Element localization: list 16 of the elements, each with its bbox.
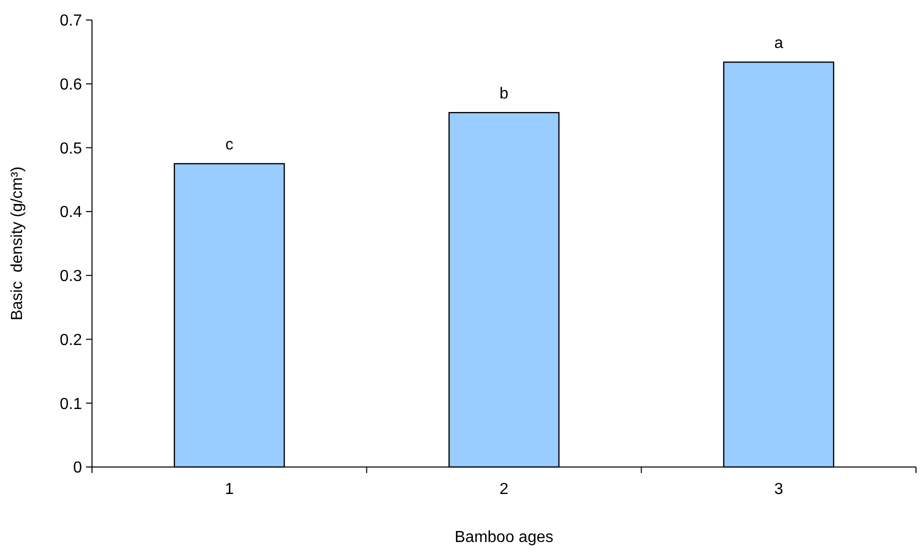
y-tick-label: 0.4 <box>60 204 82 222</box>
y-tick-label: 0.5 <box>60 140 82 158</box>
x-tick-label: 3 <box>774 481 784 498</box>
x-tick-label: 1 <box>224 481 234 498</box>
y-tick-label: 0 <box>73 460 82 477</box>
annotation: b <box>500 86 509 103</box>
y-tick-label: 0.1 <box>60 396 82 413</box>
annotation: c <box>225 136 234 154</box>
y-tick-label: 0.7 <box>60 12 82 30</box>
y-tick-label: 0.6 <box>60 76 82 94</box>
annotation: a <box>774 35 784 52</box>
y-tick-label: 0.2 <box>60 332 82 349</box>
y-tick-label: 0.3 <box>60 268 82 286</box>
y-axis-title: Basic density (g/cm³) <box>9 166 26 320</box>
x-tick-label: 2 <box>500 481 509 498</box>
x-axis-title: Bamboo ages <box>454 529 554 546</box>
